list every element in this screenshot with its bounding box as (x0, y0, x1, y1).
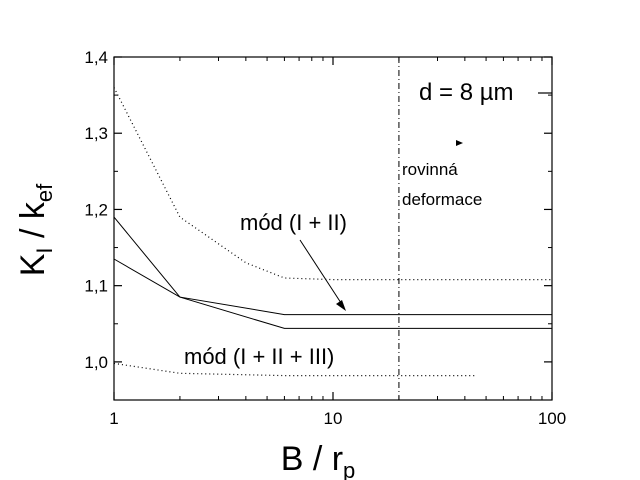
mode12-label: mód (I + II) (240, 210, 347, 235)
mode12-arrow-icon (336, 300, 346, 311)
y-tick-label: 1,4 (84, 48, 108, 67)
x-tick-label: 100 (538, 409, 566, 428)
mode123-label: mód (I + II + III) (184, 344, 334, 369)
y-tick-label: 1,2 (84, 200, 108, 219)
x-axis-title: B / rp (281, 440, 356, 480)
plane-strain-label-line2: deformace (402, 190, 482, 209)
y-tick-label: 1,0 (84, 353, 108, 372)
plane-strain-label-line1: rovinná (402, 160, 458, 179)
x-tick-label: 1 (109, 409, 118, 428)
y-tick-label: 1,3 (84, 124, 108, 143)
mode12-pointer (299, 239, 344, 307)
thickness-annotation: d = 8 µm (419, 79, 514, 106)
series-line-3 (113, 258, 552, 329)
series-line-2 (113, 216, 552, 316)
x-tick-label: 10 (324, 409, 343, 428)
series-line-1 (113, 87, 552, 281)
plane-strain-arrow-icon (456, 140, 463, 146)
y-axis-title: KI / kef (14, 183, 57, 276)
y-tick-label: 1,1 (84, 277, 108, 296)
